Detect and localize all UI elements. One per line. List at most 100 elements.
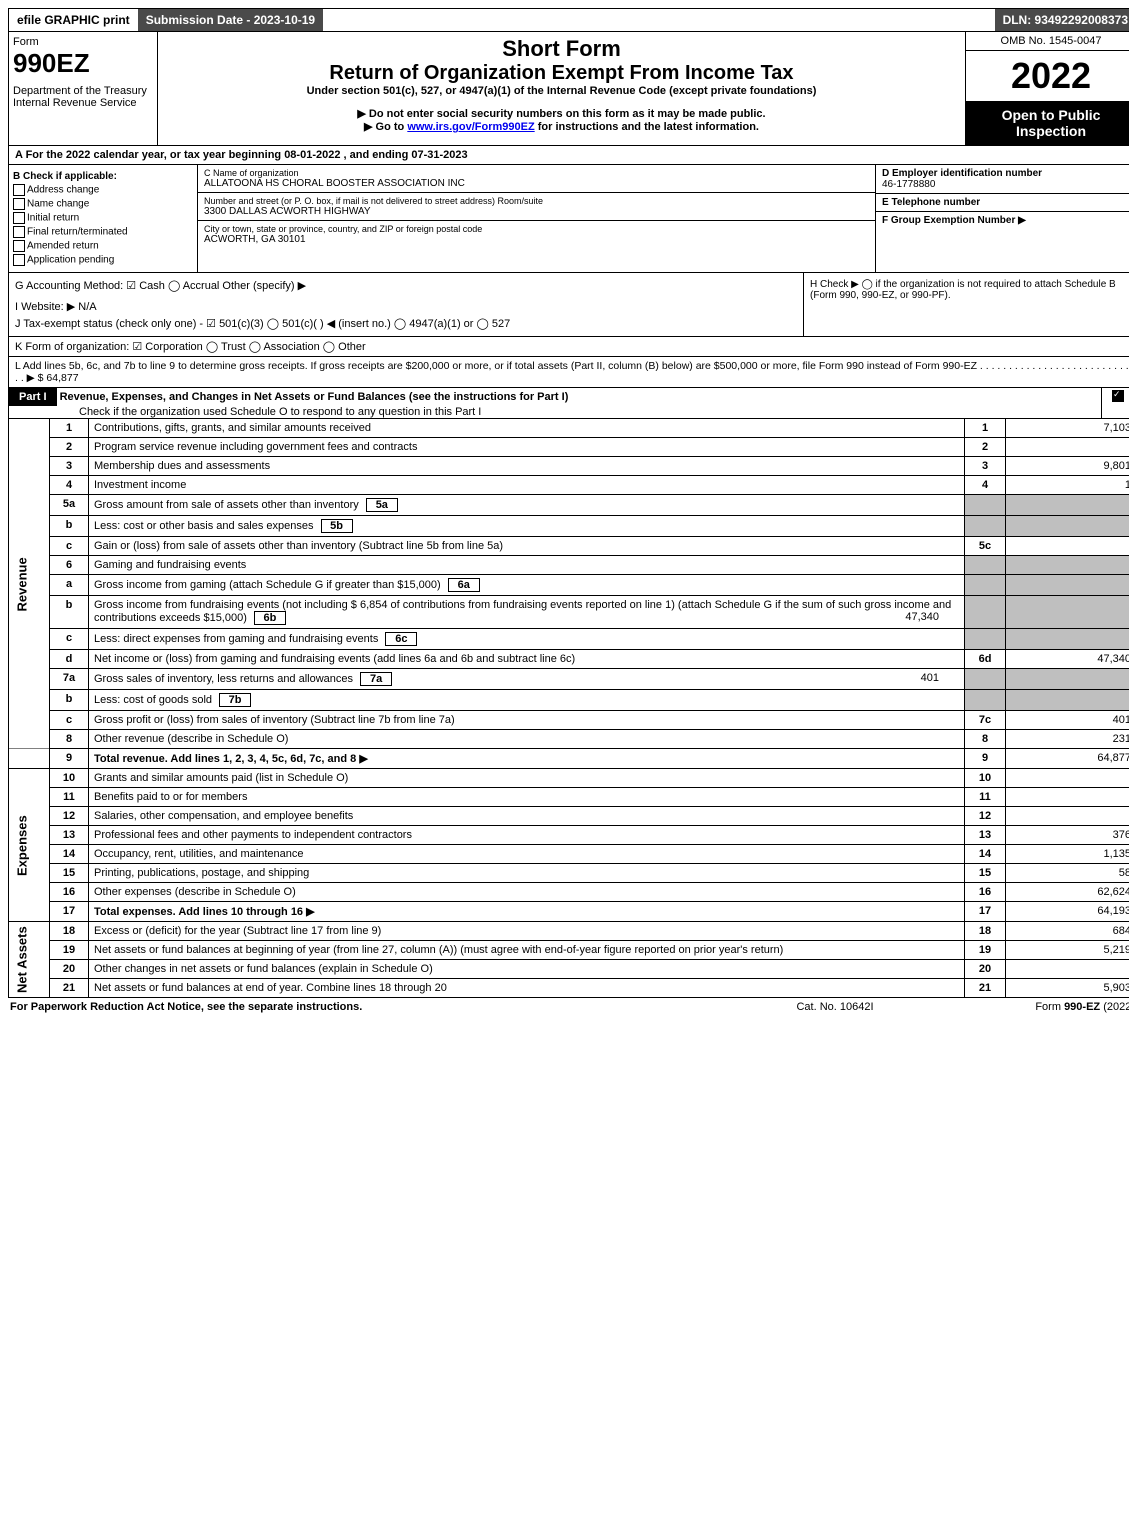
line-16-no: 16 xyxy=(50,883,89,902)
checkbox-name[interactable] xyxy=(13,198,25,210)
e-label: E Telephone number xyxy=(882,197,980,208)
c-name-label: C Name of organization xyxy=(204,168,869,178)
line-21-num: 21 xyxy=(965,979,1006,998)
row-k: K Form of organization: ☑ Corporation ◯ … xyxy=(8,337,1129,357)
line-14-num: 14 xyxy=(965,845,1006,864)
b-app: Application pending xyxy=(27,255,114,266)
line-7b-desc: Less: cost of goods sold 7b xyxy=(89,690,965,711)
line-3-amt: 9,801 xyxy=(1006,457,1129,476)
line-5a-shade xyxy=(965,495,1006,516)
line-7c-amt: 401 xyxy=(1006,711,1129,730)
dln: DLN: 93492292008373 xyxy=(995,9,1129,31)
line-6d-desc: Net income or (loss) from gaming and fun… xyxy=(89,650,965,669)
omb-no: OMB No. 1545-0047 xyxy=(966,32,1129,51)
line-10-no: 10 xyxy=(50,769,89,788)
checkbox-initial[interactable] xyxy=(13,212,25,224)
col-c: C Name of organization ALLATOONA HS CHOR… xyxy=(198,165,875,272)
b-final: Final return/terminated xyxy=(27,227,128,238)
b-name: Name change xyxy=(27,199,89,210)
line-11-desc: Benefits paid to or for members xyxy=(89,788,965,807)
part1-title: Revenue, Expenses, and Changes in Net As… xyxy=(60,391,569,403)
checkbox-pending[interactable] xyxy=(13,254,25,266)
line-7a-desc: Gross sales of inventory, less returns a… xyxy=(89,669,965,690)
efile-label[interactable]: efile GRAPHIC print xyxy=(9,9,138,31)
line-14-amt: 1,135 xyxy=(1006,845,1129,864)
line-19-amt: 5,219 xyxy=(1006,941,1129,960)
c-city-label: City or town, state or province, country… xyxy=(204,224,869,234)
line-15-desc: Printing, publications, postage, and shi… xyxy=(89,864,965,883)
line-19-num: 19 xyxy=(965,941,1006,960)
line-10-desc: Grants and similar amounts paid (list in… xyxy=(89,769,965,788)
line-4-amt: 1 xyxy=(1006,476,1129,495)
line-17-amt: 64,193 xyxy=(1006,902,1129,922)
info-block: B Check if applicable: Address change Na… xyxy=(8,165,1129,273)
line-6a-desc: Gross income from gaming (attach Schedul… xyxy=(89,575,965,596)
line-13-num: 13 xyxy=(965,826,1006,845)
short-form-title: Short Form xyxy=(166,36,957,62)
line-18-amt: 684 xyxy=(1006,922,1129,941)
d-label: D Employer identification number xyxy=(882,168,1042,179)
line-19-no: 19 xyxy=(50,941,89,960)
submission-date: Submission Date - 2023-10-19 xyxy=(138,9,323,31)
line-14-no: 14 xyxy=(50,845,89,864)
footer-right: Form 990-EZ (2022) xyxy=(935,1001,1129,1013)
part1-header: Part I Revenue, Expenses, and Changes in… xyxy=(8,388,1129,419)
line-8-desc: Other revenue (describe in Schedule O) xyxy=(89,730,965,749)
footer-left: For Paperwork Reduction Act Notice, see … xyxy=(10,1001,735,1013)
checkbox-amended[interactable] xyxy=(13,240,25,252)
line-3-num: 3 xyxy=(965,457,1006,476)
under-section: Under section 501(c), 527, or 4947(a)(1)… xyxy=(166,85,957,97)
row-gh: G Accounting Method: ☑ Cash ◯ Accrual Ot… xyxy=(8,273,1129,337)
line-8-no: 8 xyxy=(50,730,89,749)
line-12-no: 12 xyxy=(50,807,89,826)
line-17-num: 17 xyxy=(965,902,1006,922)
checkbox-address[interactable] xyxy=(13,184,25,196)
line-19-desc: Net assets or fund balances at beginning… xyxy=(89,941,965,960)
note-ssn: ▶ Do not enter social security numbers o… xyxy=(166,107,957,120)
line-7c-desc: Gross profit or (loss) from sales of inv… xyxy=(89,711,965,730)
form-word: Form xyxy=(13,36,153,48)
line-8-amt: 231 xyxy=(1006,730,1129,749)
line-1-desc: Contributions, gifts, grants, and simila… xyxy=(89,419,965,438)
footer-mid: Cat. No. 10642I xyxy=(735,1001,935,1013)
line-2-no: 2 xyxy=(50,438,89,457)
lines-table: Revenue 1 Contributions, gifts, grants, … xyxy=(8,419,1129,998)
line-12-desc: Salaries, other compensation, and employ… xyxy=(89,807,965,826)
line-6c-no: c xyxy=(50,629,89,650)
header-center: Short Form Return of Organization Exempt… xyxy=(158,32,965,145)
line-20-desc: Other changes in net assets or fund bala… xyxy=(89,960,965,979)
netassets-side-label: Net Assets xyxy=(9,922,50,998)
line-5b-desc: Less: cost or other basis and sales expe… xyxy=(89,516,965,537)
line-16-desc: Other expenses (describe in Schedule O) xyxy=(89,883,965,902)
irs-link[interactable]: www.irs.gov/Form990EZ xyxy=(407,121,534,133)
line-5a-no: 5a xyxy=(50,495,89,516)
line-21-amt: 5,903 xyxy=(1006,979,1129,998)
line-12-num: 12 xyxy=(965,807,1006,826)
line-6c-desc: Less: direct expenses from gaming and fu… xyxy=(89,629,965,650)
line-6d-num: 6d xyxy=(965,650,1006,669)
schedule-o-checkbox[interactable] xyxy=(1112,390,1124,402)
org-name: ALLATOONA HS CHORAL BOOSTER ASSOCIATION … xyxy=(204,178,869,189)
line-6a-no: a xyxy=(50,575,89,596)
line-21-desc: Net assets or fund balances at end of ye… xyxy=(89,979,965,998)
line-13-desc: Professional fees and other payments to … xyxy=(89,826,965,845)
line-1-num: 1 xyxy=(965,419,1006,438)
line-5c-amt xyxy=(1006,537,1129,556)
line-4-desc: Investment income xyxy=(89,476,965,495)
line-5a-desc: Gross amount from sale of assets other t… xyxy=(89,495,965,516)
line-20-no: 20 xyxy=(50,960,89,979)
row-l: L Add lines 5b, 6c, and 7b to line 9 to … xyxy=(8,357,1129,388)
line-8-num: 8 xyxy=(965,730,1006,749)
ein: 46-1778880 xyxy=(882,179,935,190)
line-4-no: 4 xyxy=(50,476,89,495)
form-header: Form 990EZ Department of the Treasury In… xyxy=(8,32,1129,146)
line-3-no: 3 xyxy=(50,457,89,476)
line-20-amt xyxy=(1006,960,1129,979)
checkbox-final[interactable] xyxy=(13,226,25,238)
line-6b-no: b xyxy=(50,596,89,629)
line-5c-no: c xyxy=(50,537,89,556)
i-website: I Website: ▶ N/A xyxy=(15,300,797,313)
form-number: 990EZ xyxy=(13,48,153,79)
line-15-amt: 58 xyxy=(1006,864,1129,883)
part1-label: Part I xyxy=(9,388,57,406)
